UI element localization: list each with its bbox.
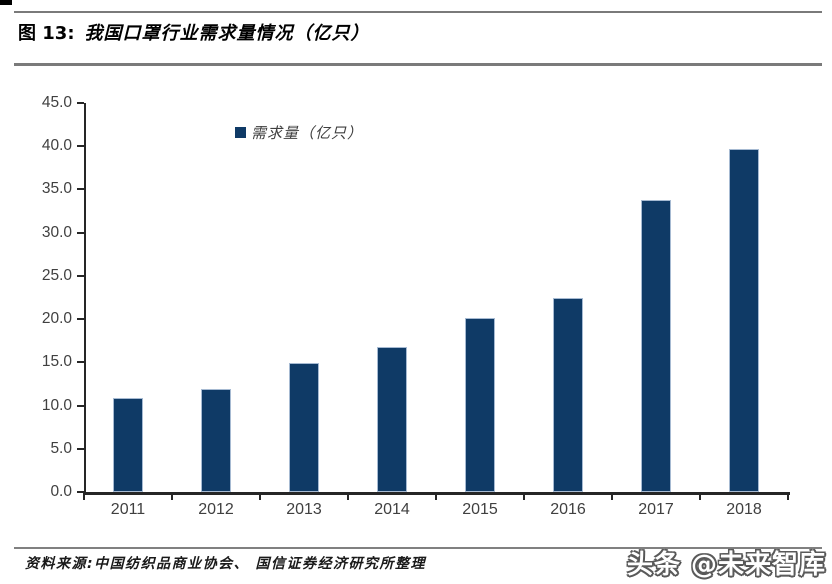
x-axis-label-2015: 2015	[462, 501, 498, 518]
x-axis-tick	[523, 493, 525, 500]
x-axis-label-2013: 2013	[286, 501, 322, 518]
bar-2013	[289, 363, 319, 492]
bottom-rule	[14, 547, 822, 549]
y-axis-tick	[77, 145, 84, 148]
chart-legend: 需求量（亿只）	[235, 122, 363, 143]
x-axis-tick	[699, 493, 701, 500]
y-axis-tick	[77, 188, 84, 191]
x-axis-tick	[83, 493, 85, 500]
x-axis-label-2018: 2018	[726, 501, 762, 518]
bar-2014	[377, 346, 407, 492]
y-axis-tick-label: 45.0	[41, 94, 72, 111]
y-axis-tick	[77, 447, 84, 450]
x-axis-label-2014: 2014	[374, 501, 410, 518]
x-axis-tick	[611, 493, 613, 500]
y-axis-tick-label: 5.0	[50, 439, 72, 457]
x-axis-line	[84, 492, 790, 495]
y-axis-tick-label: 30.0	[41, 223, 72, 241]
legend-swatch-icon	[235, 127, 246, 138]
x-axis-tick	[787, 493, 789, 500]
x-axis-tick	[259, 493, 261, 500]
y-axis-tick-label: 10.0	[41, 396, 72, 414]
y-axis-tick	[77, 274, 84, 277]
y-axis-tick	[77, 102, 84, 104]
y-axis-tick-label: 20.0	[41, 310, 72, 328]
source-attribution: 资料来源:中国纺织品商业协会、 国信证券经济研究所整理	[25, 556, 426, 572]
y-axis-tick	[77, 491, 84, 493]
y-axis-tick	[77, 404, 84, 407]
figure-title-row: 图 13: 我国口罩行业需求量情况（亿只）	[18, 19, 370, 45]
y-axis-tick	[77, 231, 84, 234]
y-axis-tick	[77, 361, 84, 364]
x-axis-label-2012: 2012	[198, 501, 234, 518]
x-axis-label-2017: 2017	[638, 501, 674, 518]
y-axis-line	[84, 103, 86, 494]
bar-2012	[201, 389, 231, 492]
figure-title: 我国口罩行业需求量情况（亿只）	[84, 23, 370, 44]
x-axis-label-2011: 2011	[110, 501, 146, 518]
bar-2016	[553, 298, 583, 492]
figure-number-label: 图 13:	[18, 23, 75, 44]
y-axis-tick-label: 35.0	[41, 180, 72, 198]
title-divider-rule	[14, 63, 822, 66]
y-axis-tick-label: 15.0	[41, 353, 72, 371]
bar-2018	[729, 148, 759, 492]
y-axis-tick-label: 40.0	[41, 137, 72, 155]
bar-2017	[641, 199, 671, 492]
bar-2011	[113, 397, 143, 492]
y-axis-tick-label: 0.0	[50, 483, 72, 500]
x-axis-tick	[435, 493, 437, 500]
y-axis-tick	[77, 318, 84, 321]
legend-label: 需求量（亿只）	[251, 124, 364, 142]
top-rule	[14, 10, 822, 13]
x-axis-tick	[347, 493, 349, 500]
x-axis-label-2016: 2016	[550, 501, 586, 518]
x-axis-tick	[171, 493, 173, 500]
page-corner-mark	[0, 0, 12, 5]
bar-2015	[465, 318, 495, 492]
y-axis-tick-label: 25.0	[41, 266, 72, 284]
watermark: 头条 @未来智库	[626, 550, 826, 580]
